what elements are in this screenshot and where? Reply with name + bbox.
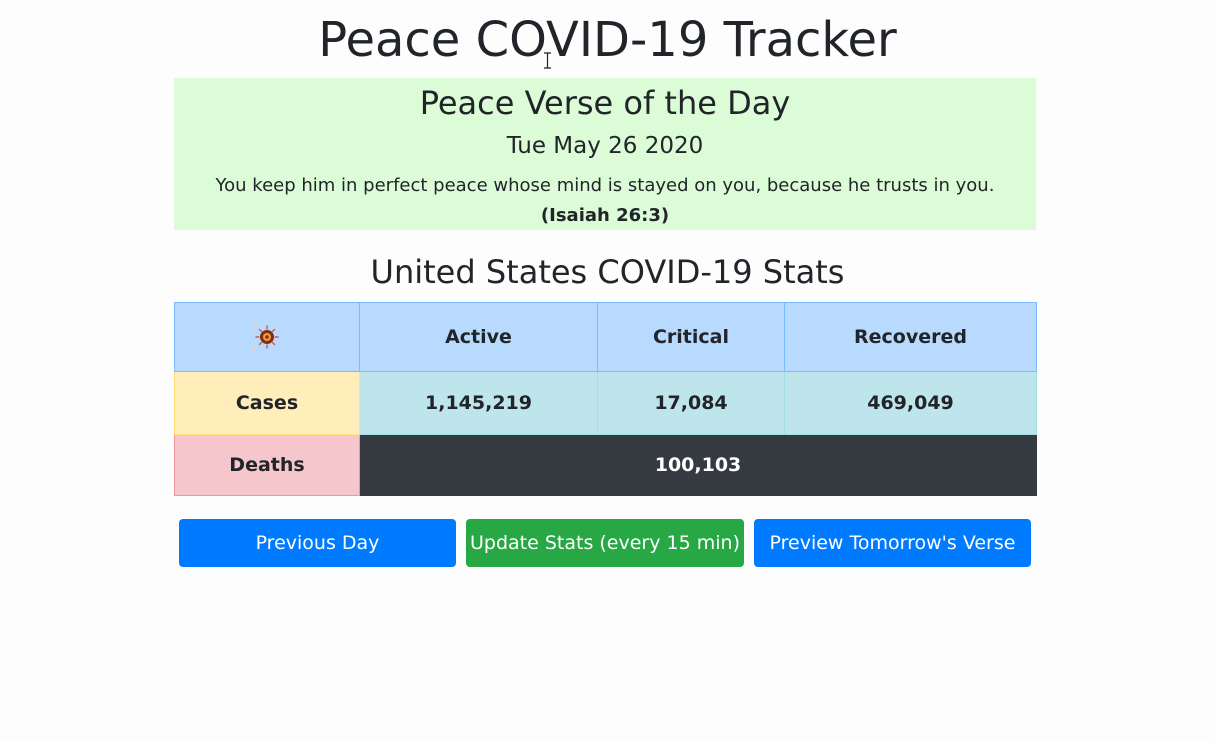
column-header-critical: Critical bbox=[597, 302, 785, 372]
active-cases-value: 1,145,219 bbox=[359, 371, 598, 435]
deaths-label: Deaths bbox=[174, 434, 360, 496]
update-stats-button[interactable]: Update Stats (every 15 min) bbox=[466, 519, 744, 567]
previous-day-button[interactable]: Previous Day bbox=[179, 519, 456, 567]
critical-cases-value: 17,084 bbox=[597, 371, 785, 435]
deaths-value: 100,103 bbox=[359, 434, 1037, 496]
stats-header-icon-cell bbox=[174, 302, 360, 372]
verse-text-block: You keep him in perfect peace whose mind… bbox=[188, 171, 1022, 231]
recovered-cases-value: 469,049 bbox=[784, 371, 1037, 435]
verse-heading: Peace Verse of the Day bbox=[419, 84, 791, 122]
column-header-active: Active bbox=[359, 302, 598, 372]
stats-table: Active Critical Recovered Cases 1,145,21… bbox=[174, 302, 1037, 496]
verse-date: Tue May 26 2020 bbox=[506, 133, 704, 159]
column-header-recovered: Recovered bbox=[784, 302, 1037, 372]
virus-icon bbox=[252, 324, 280, 351]
cases-label: Cases bbox=[174, 371, 360, 435]
cases-row: Cases 1,145,219 17,084 469,049 bbox=[174, 371, 1037, 435]
deaths-row: Deaths 100,103 bbox=[174, 434, 1037, 496]
stats-heading: United States COVID-19 Stats bbox=[370, 253, 845, 291]
text-cursor-icon bbox=[544, 52, 551, 69]
verse-of-the-day-panel: Peace Verse of the Day Tue May 26 2020 Y… bbox=[174, 78, 1036, 230]
verse-text: You keep him in perfect peace whose mind… bbox=[215, 175, 995, 196]
page-title: Peace COVID-19 Tracker bbox=[318, 12, 897, 68]
verse-reference: (Isaiah 26:3) bbox=[540, 205, 670, 226]
preview-tomorrow-button[interactable]: Preview Tomorrow's Verse bbox=[754, 519, 1031, 567]
stats-header-row: Active Critical Recovered bbox=[174, 302, 1037, 372]
